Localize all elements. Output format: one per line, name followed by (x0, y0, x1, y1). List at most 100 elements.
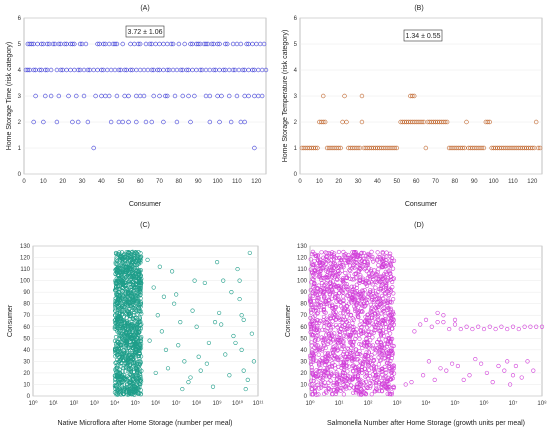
data-point (386, 363, 392, 368)
data-point (426, 359, 432, 364)
data-point (202, 280, 207, 286)
data-point (114, 391, 119, 396)
data-point (366, 318, 371, 323)
data-point (525, 359, 530, 364)
data-point (214, 260, 220, 265)
data-point (130, 249, 135, 254)
data-point (369, 249, 374, 254)
data-point (114, 257, 119, 262)
data-point (385, 351, 390, 356)
data-point (114, 262, 119, 267)
data-point (239, 347, 244, 352)
data-point (315, 298, 320, 303)
data-point (378, 279, 383, 284)
data-point (487, 119, 492, 125)
panel-a-label: (A) (140, 5, 149, 12)
data-point (317, 363, 322, 368)
data-point (364, 297, 369, 302)
data-point (231, 333, 236, 339)
data-point (190, 308, 195, 313)
data-point (136, 391, 141, 396)
data-point (355, 310, 361, 315)
data-point (43, 67, 48, 73)
data-point (138, 382, 143, 387)
data-point (370, 254, 375, 259)
data-point (313, 358, 319, 363)
data-point (310, 372, 316, 378)
data-point (315, 311, 320, 316)
data-point (371, 259, 376, 264)
data-point (388, 323, 393, 328)
data-point (386, 336, 391, 342)
data-point (460, 145, 465, 151)
data-point (370, 282, 375, 287)
data-point (138, 327, 143, 332)
data-point (138, 360, 143, 365)
x-tick-label: 30 (355, 179, 362, 185)
x-tick-label: 10⁵ (450, 400, 460, 407)
data-point (322, 309, 327, 315)
data-point (339, 288, 344, 293)
data-point (366, 332, 371, 338)
data-point (534, 324, 539, 329)
data-point (207, 93, 213, 99)
data-point (421, 373, 426, 378)
data-point (391, 366, 396, 371)
panel-b: (B) 0 1 2 3 4 5 6 0 10 20 30 40 50 60 70 80 90 100 110 120… (282, 5, 543, 208)
data-point (367, 323, 372, 328)
y-tick-label: 6 (18, 16, 22, 22)
data-point (161, 294, 167, 299)
y-tick-label: 0 (294, 172, 298, 178)
data-point (122, 254, 128, 260)
y-tick-label: 80 (300, 302, 307, 308)
data-point (341, 362, 346, 367)
data-point (184, 67, 189, 73)
data-point (117, 341, 122, 346)
data-point (343, 270, 348, 276)
data-point (120, 41, 125, 47)
data-point (116, 67, 122, 73)
data-point (378, 347, 383, 352)
data-point (204, 361, 209, 366)
x-tick-label: 20 (59, 179, 66, 185)
data-point (321, 318, 326, 323)
data-point (316, 369, 321, 374)
data-point (233, 340, 238, 346)
data-point (379, 301, 384, 306)
data-point (487, 324, 492, 329)
data-point (321, 320, 326, 325)
data-point (342, 93, 347, 99)
data-point (384, 380, 389, 385)
data-point (126, 279, 131, 284)
y-tick-label: 1 (294, 146, 298, 152)
data-point (155, 67, 160, 73)
data-point (209, 41, 214, 47)
data-point (122, 333, 127, 338)
data-point (310, 382, 315, 387)
svg-text:3.72 ± 1.06: 3.72 ± 1.06 (128, 29, 163, 36)
data-point (317, 328, 322, 333)
data-point (127, 345, 132, 350)
data-point (388, 263, 394, 268)
data-point (496, 363, 501, 369)
y-tick-label: 0 (304, 394, 308, 400)
panel-b-label: (B) (414, 5, 423, 12)
data-point (378, 358, 383, 363)
data-point (326, 361, 332, 366)
data-point (339, 259, 344, 264)
data-point (317, 386, 322, 391)
data-point (386, 269, 391, 274)
data-point (322, 119, 328, 125)
data-point (388, 306, 393, 311)
data-point (114, 278, 119, 283)
data-point (375, 250, 380, 255)
data-point (379, 369, 384, 374)
data-point (373, 375, 378, 380)
data-point (332, 313, 338, 318)
data-point (138, 354, 144, 359)
data-point (371, 365, 376, 370)
data-point (381, 299, 386, 305)
data-point (136, 276, 141, 281)
data-point (366, 361, 371, 366)
